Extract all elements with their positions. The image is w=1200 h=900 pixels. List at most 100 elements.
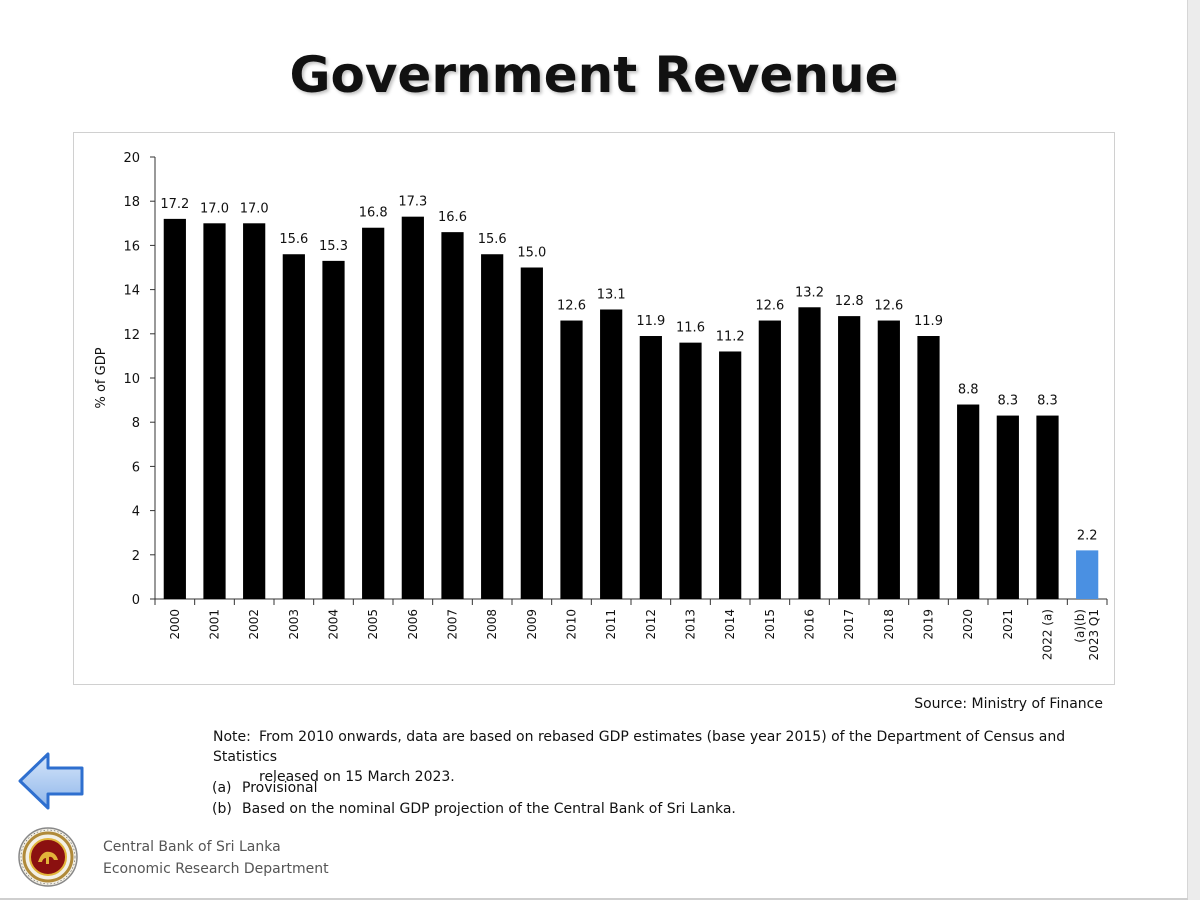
x-tick-label: 2020	[961, 609, 975, 640]
data-label: 17.2	[160, 197, 189, 212]
x-tick-label: 2016	[803, 609, 817, 640]
data-label: 13.1	[597, 287, 626, 302]
data-label: 13.2	[795, 285, 824, 300]
bar	[917, 336, 940, 599]
note-text-line1: From 2010 onwards, data are based on reb…	[213, 729, 1066, 765]
data-label: 15.6	[279, 232, 308, 247]
x-tick-label: 2012	[644, 609, 658, 640]
slide-title: Government Revenue	[289, 46, 899, 104]
data-label: 11.6	[676, 321, 705, 336]
x-tick-label: 2022 (a)	[1041, 609, 1055, 660]
data-label: 11.9	[914, 314, 943, 329]
y-tick-label: 6	[132, 460, 140, 475]
bar	[481, 254, 504, 600]
bar	[798, 307, 821, 599]
y-axis-title: % of GDP	[94, 347, 109, 408]
x-tick-label: 2005	[366, 609, 380, 640]
x-tick-label: (a)(b)	[1073, 609, 1087, 643]
bar	[957, 404, 980, 599]
x-tick-label: 2011	[604, 609, 618, 640]
x-tick-label: 2021	[1001, 609, 1015, 640]
footnote-key: (a)	[212, 780, 232, 796]
bar	[719, 351, 742, 599]
footnote-text: Provisional	[242, 780, 318, 796]
bar	[362, 227, 385, 599]
bar	[996, 415, 1019, 599]
data-label: 17.0	[240, 201, 269, 216]
data-label: 12.6	[874, 299, 903, 314]
bar	[560, 320, 583, 599]
x-tick-label: 2009	[525, 609, 539, 640]
data-label: 15.3	[319, 239, 348, 254]
bar	[322, 260, 345, 599]
y-tick-label: 20	[123, 151, 140, 166]
note-text-line2: released on 15 March 2023.	[259, 769, 455, 785]
central-bank-seal-icon	[16, 826, 80, 888]
footnote-b: (b) Based on the nominal GDP projection o…	[212, 799, 736, 820]
y-tick-label: 8	[132, 416, 140, 431]
bar	[203, 223, 226, 600]
data-label: 16.8	[359, 206, 388, 221]
footnote-key: (b)	[212, 801, 232, 817]
y-tick-label: 16	[123, 239, 140, 254]
y-tick-label: 14	[123, 284, 140, 299]
data-label: 17.0	[200, 201, 229, 216]
y-tick-label: 18	[123, 195, 140, 210]
data-label: 11.9	[636, 314, 665, 329]
x-tick-label: 2006	[406, 609, 420, 640]
data-label: 12.6	[755, 299, 784, 314]
x-tick-label: 2023 Q1	[1087, 609, 1101, 660]
data-label: 8.3	[1037, 394, 1058, 409]
y-tick-label: 12	[123, 328, 140, 343]
bar	[1036, 415, 1059, 599]
y-tick-label: 4	[132, 505, 140, 520]
footnote-a: (a) Provisional	[212, 778, 736, 799]
data-label: 2.2	[1077, 528, 1098, 543]
data-label: 12.6	[557, 299, 586, 314]
bar	[758, 320, 781, 599]
data-label: 17.3	[398, 195, 427, 210]
y-tick-label: 2	[132, 549, 140, 564]
x-tick-label: 2003	[287, 609, 301, 640]
source-note: Source: Ministry of Finance	[914, 696, 1103, 712]
y-tick-label: 0	[132, 593, 140, 608]
left-arrow-icon[interactable]	[18, 752, 86, 810]
x-tick-label: 2000	[168, 609, 182, 640]
bar	[401, 216, 424, 600]
organization-name: Central Bank of Sri Lanka	[103, 839, 281, 855]
note-block: Note: From 2010 onwards, data are based o…	[213, 727, 1123, 787]
note-label: Note:	[213, 729, 251, 745]
data-label: 8.3	[997, 394, 1018, 409]
department-name: Economic Research Department	[103, 861, 329, 877]
x-tick-label: 2010	[565, 609, 579, 640]
x-tick-label: 2014	[723, 609, 737, 640]
bar	[639, 336, 662, 599]
x-tick-label: 2001	[208, 609, 222, 640]
y-tick-label: 10	[123, 372, 140, 387]
data-label: 11.2	[716, 329, 745, 344]
x-tick-label: 2007	[446, 609, 460, 640]
bar	[679, 342, 702, 599]
x-tick-label: 2004	[327, 609, 341, 640]
data-label: 15.6	[478, 232, 507, 247]
x-tick-label: 2013	[684, 609, 698, 640]
x-tick-label: 2015	[763, 609, 777, 640]
bar	[600, 309, 623, 599]
bar	[163, 218, 186, 599]
data-label: 15.0	[517, 246, 546, 261]
bar	[877, 320, 900, 599]
footnotes: (a) Provisional (b) Based on the nominal G…	[212, 778, 736, 820]
x-tick-label: 2018	[882, 609, 896, 640]
bar	[1076, 550, 1099, 599]
bar	[243, 223, 266, 600]
bar	[441, 232, 464, 599]
bar	[838, 316, 861, 599]
slide-bottom-border	[0, 898, 1188, 900]
bar	[282, 254, 305, 600]
x-tick-label: 2008	[485, 609, 499, 640]
x-tick-label: 2019	[922, 609, 936, 640]
data-label: 12.8	[835, 294, 864, 309]
data-label: 16.6	[438, 210, 467, 225]
x-tick-label: 2002	[247, 609, 261, 640]
